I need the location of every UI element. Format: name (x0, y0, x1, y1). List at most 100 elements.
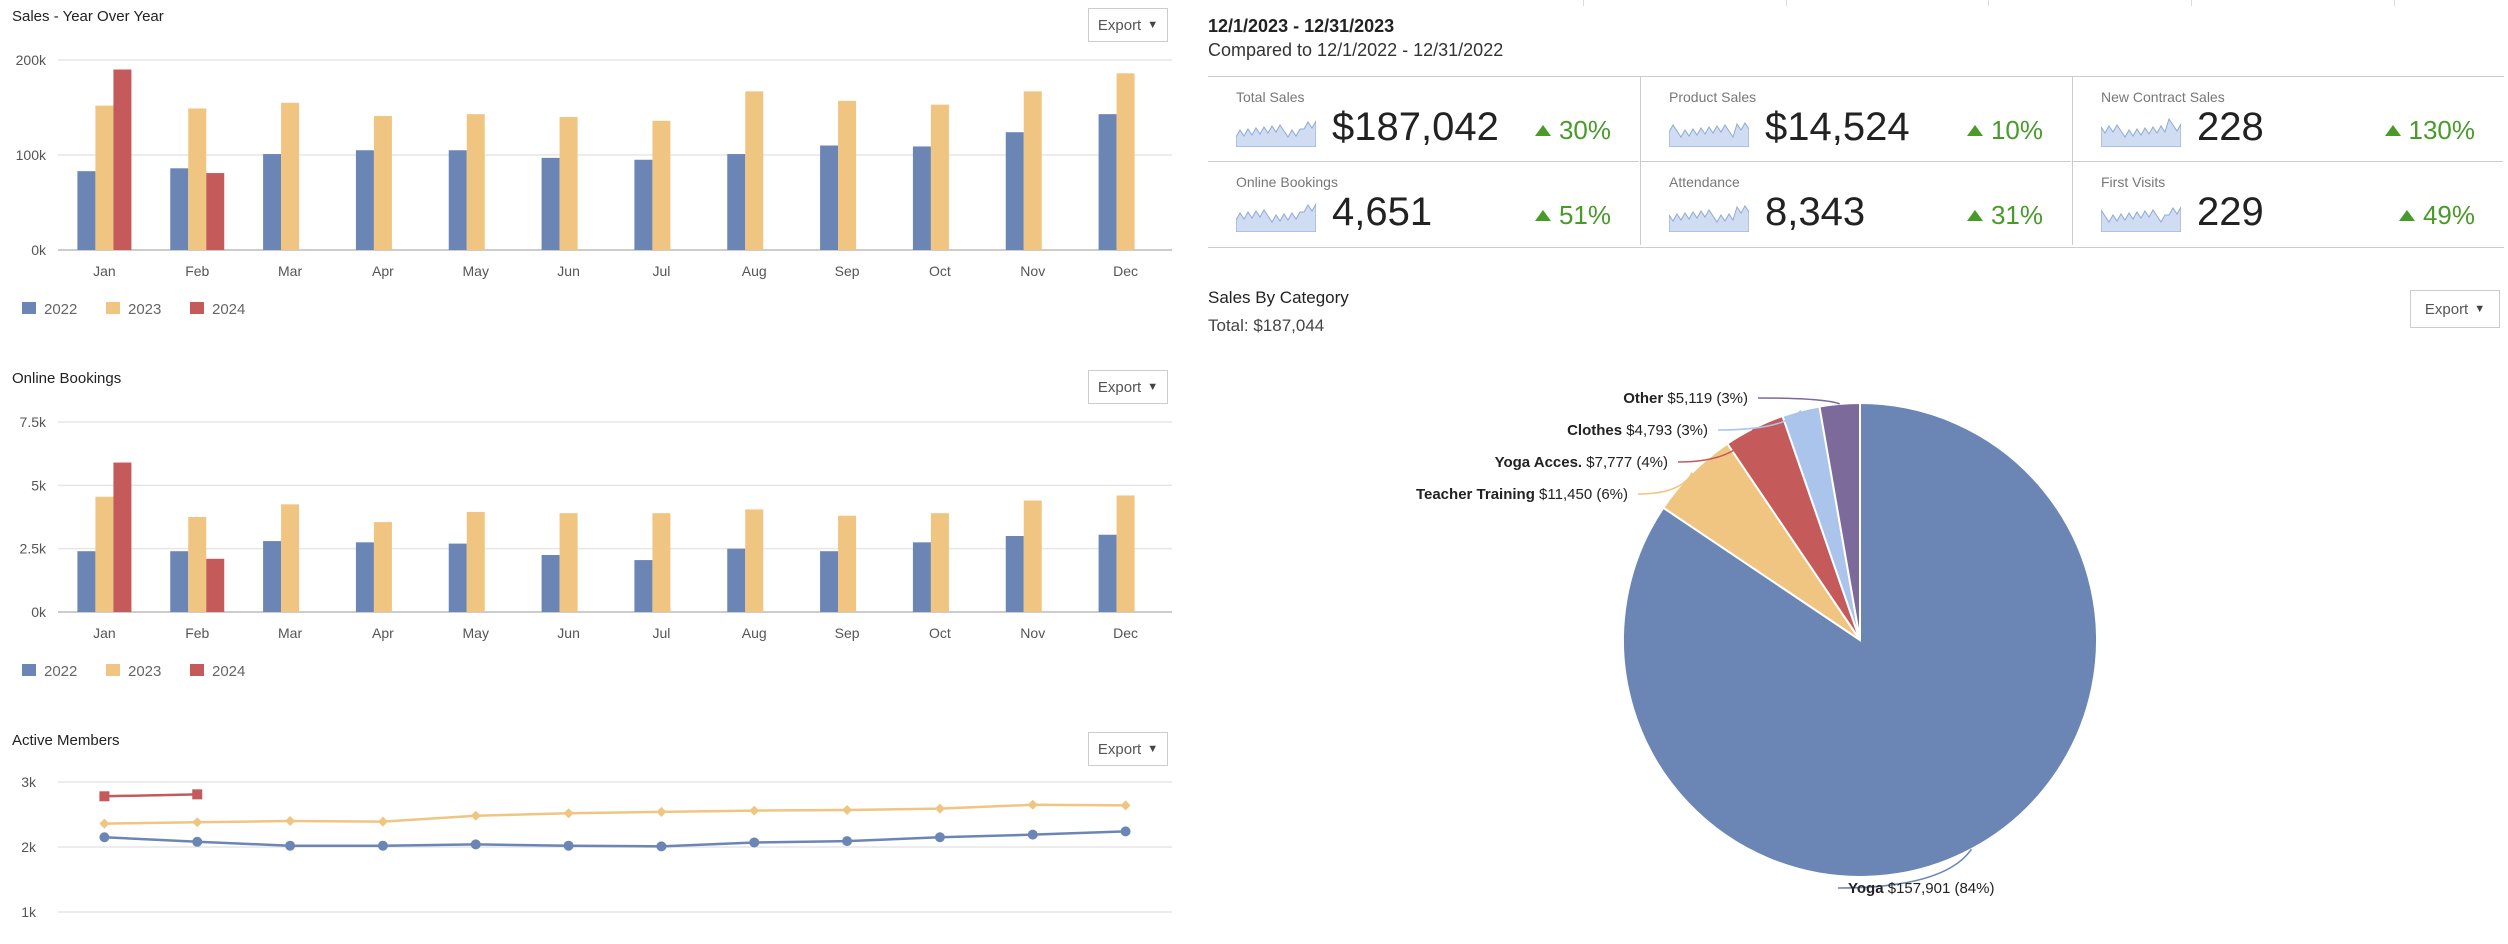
pie-label: Other $5,119 (3%) (1623, 390, 1748, 407)
bookings-bar-chart: 0k 2.5k 5k 7.5k Jan Feb Mar Apr May Jun Jul Aug Sep O… (20, 414, 1172, 676)
y-tick-label: 0k (31, 604, 47, 620)
bar (1005, 536, 1024, 612)
sparkline-icon (1669, 122, 1749, 147)
members-export-button[interactable]: Export ▼ (1088, 732, 1168, 766)
data-point (470, 810, 481, 821)
bar (466, 114, 485, 251)
x-tick-label: Sep (835, 625, 860, 641)
export-label: Export (1097, 378, 1142, 396)
y-tick-label: 7.5k (20, 414, 47, 430)
pie-slice (1818, 401, 1861, 641)
members-chart-title: Active Members (12, 732, 120, 749)
sales-bar-chart: 0k 100k 200k Jan Feb Mar Apr May Jun Jul Aug Sep Oct… (16, 52, 1172, 314)
export-label: Export (2424, 300, 2469, 318)
sparkline-area (1669, 205, 1749, 232)
x-tick-label: Nov (1020, 625, 1045, 641)
kpi-label: New Contract Sales (2101, 89, 2225, 105)
x-tick-label: Feb (185, 625, 209, 641)
x-tick-label: Dec (1113, 263, 1138, 279)
bar (559, 117, 578, 250)
bar (170, 551, 189, 612)
bar (1098, 114, 1117, 251)
bar (745, 509, 764, 612)
bar (912, 542, 931, 612)
legend-swatch (190, 664, 204, 676)
sparkline-icon (2101, 205, 2181, 232)
series-line (104, 830, 1126, 848)
y-tick-label: 5k (31, 477, 47, 493)
kpi-value: 4,651 (1332, 190, 1433, 234)
members-line-chart: 1k 2k 3k (21, 774, 1172, 920)
kpi-delta: 51% (1558, 200, 1611, 230)
chevron-down-icon: ▼ (2474, 303, 2486, 315)
y-tick-label: 1k (21, 904, 37, 920)
bar (77, 551, 96, 612)
data-point (656, 841, 667, 852)
bar (1005, 132, 1024, 250)
pie-label: Yoga $157,901 (84%) (1848, 880, 1994, 897)
legend-swatch (190, 302, 204, 314)
x-tick-label: Oct (929, 263, 951, 279)
sparkline-icon (1669, 205, 1749, 232)
legend-label: 2024 (212, 301, 245, 314)
bar (373, 522, 392, 612)
export-label: Export (1097, 740, 1142, 758)
category-pie-chart: Yoga $157,901 (84%) Teacher Training $11,… (1416, 390, 2098, 897)
kpi-label: Online Bookings (1236, 174, 1338, 190)
kpi-delta: 49% (2422, 200, 2475, 230)
bar (912, 146, 931, 250)
category-export-button[interactable]: Export ▼ (2410, 290, 2500, 328)
data-point (285, 816, 296, 826)
data-point (749, 805, 760, 816)
bar (820, 145, 839, 250)
x-tick-label: May (463, 625, 489, 641)
kpi-value: 228 (2197, 105, 2264, 149)
x-tick-label: Jan (93, 625, 116, 641)
data-point (1120, 800, 1131, 811)
legend-swatch (22, 302, 36, 314)
bar (188, 517, 207, 612)
bar (188, 108, 207, 250)
bookings-export-button[interactable]: Export ▼ (1088, 370, 1168, 404)
data-point (470, 839, 481, 850)
data-point (934, 832, 945, 843)
kpi-delta: 130% (2408, 115, 2476, 145)
kpi-product-sales[interactable]: Product Sales $14,524 10% (1640, 77, 2071, 161)
y-tick-label: 3k (21, 774, 37, 790)
bar (634, 560, 653, 612)
sparkline-area (1236, 202, 1316, 232)
chevron-down-icon: ▼ (1147, 19, 1159, 31)
kpi-total-sales[interactable]: Total Sales $187,042 30% (1208, 77, 1639, 161)
sparkline-icon (2101, 117, 2181, 147)
kpi-grid: Total Sales $187,042 30% Product Sales $… (1208, 76, 2504, 248)
top-tick-marks (1208, 0, 2498, 6)
bar (263, 154, 282, 250)
x-tick-label: Jul (652, 625, 670, 641)
pie-leader-line (1757, 397, 1840, 405)
date-range: 12/1/2023 - 12/31/2023 (1208, 16, 1395, 36)
legend-label: 2023 (128, 301, 161, 314)
x-tick-label: Oct (929, 625, 951, 641)
bar (1116, 73, 1135, 250)
data-point (192, 789, 203, 800)
bar (466, 511, 485, 612)
kpi-attendance[interactable]: Attendance 8,343 31% (1640, 161, 2071, 245)
bar (1023, 91, 1042, 250)
pie-label: Yoga Acces. $7,777 (4%) (1495, 454, 1668, 471)
sales-export-button[interactable]: Export ▼ (1088, 8, 1168, 42)
kpi-first-visits[interactable]: First Visits 229 49% (2072, 161, 2503, 245)
kpi-value: 8,343 (1765, 190, 1866, 234)
x-tick-label: Jun (557, 625, 580, 641)
data-point (285, 840, 296, 851)
kpi-online-bookings[interactable]: Online Bookings 4,651 51% (1208, 161, 1639, 245)
x-tick-label: Apr (372, 625, 394, 641)
kpi-new-contract-sales[interactable]: New Contract Sales 228 130% (2072, 77, 2503, 161)
bar (820, 551, 839, 612)
kpi-value: $187,042 (1332, 105, 1499, 149)
bar (559, 513, 578, 612)
legend-swatch (106, 664, 120, 676)
bar (745, 91, 764, 250)
data-point (842, 836, 853, 847)
bar (727, 548, 746, 612)
bar (281, 102, 300, 250)
